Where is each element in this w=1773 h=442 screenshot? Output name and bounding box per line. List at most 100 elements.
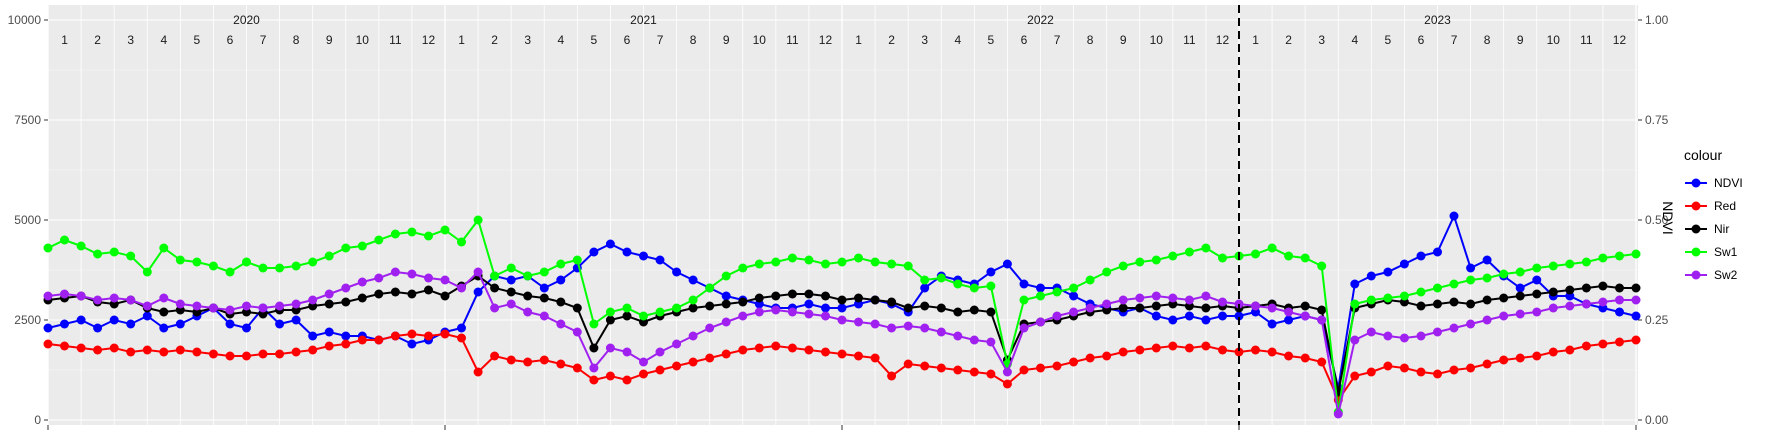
data-point (374, 273, 384, 283)
data-point (672, 339, 682, 349)
data-point (936, 303, 946, 313)
month-label: 8 (690, 33, 697, 47)
data-point (60, 235, 69, 245)
data-point (771, 257, 781, 267)
legend-item-red: Red (1685, 199, 1736, 213)
month-label: 4 (954, 33, 961, 47)
data-point (93, 249, 103, 259)
month-label: 2 (491, 33, 498, 47)
data-point (787, 289, 797, 299)
data-point (374, 235, 384, 245)
data-point (424, 273, 433, 283)
data-point (804, 299, 814, 309)
data-point (1284, 315, 1294, 325)
data-point (1151, 291, 1161, 301)
legend-item-sw2: Sw2 (1685, 268, 1738, 282)
data-point (1565, 301, 1575, 311)
data-point (870, 353, 880, 363)
data-point (1631, 295, 1641, 305)
data-point (821, 303, 830, 313)
data-point (126, 251, 136, 261)
data-point (1548, 287, 1558, 297)
data-point (1515, 291, 1525, 301)
month-label: 11 (389, 33, 402, 47)
data-point (688, 295, 698, 305)
data-point (771, 291, 781, 301)
data-point (1532, 263, 1542, 273)
data-point (804, 309, 814, 319)
data-point (1416, 367, 1426, 377)
data-point (721, 291, 731, 301)
data-point (1019, 365, 1029, 375)
data-point (804, 289, 814, 299)
data-point (1631, 283, 1641, 293)
data-point (1515, 309, 1525, 319)
data-point (589, 363, 599, 373)
data-point (1085, 353, 1095, 363)
data-point (43, 291, 53, 301)
data-point (1118, 261, 1128, 271)
data-point (1449, 323, 1459, 333)
month-label: 1 (458, 33, 465, 47)
data-point (787, 343, 797, 353)
data-point (308, 257, 318, 267)
data-point (1019, 323, 1029, 333)
data-point (721, 299, 731, 309)
data-point (407, 329, 417, 339)
data-point (1548, 261, 1558, 271)
data-point (1615, 337, 1624, 347)
data-point (1069, 291, 1079, 301)
data-point (390, 267, 400, 277)
data-point (986, 281, 996, 291)
data-point (1151, 343, 1161, 353)
data-point (407, 269, 417, 279)
data-point (539, 267, 549, 277)
data-point (1433, 247, 1442, 257)
data-point (357, 241, 367, 251)
data-point (572, 363, 582, 373)
data-point (1399, 333, 1409, 343)
data-point (754, 293, 764, 303)
month-label: 7 (657, 33, 664, 47)
data-point (1416, 251, 1426, 261)
data-point (605, 307, 615, 317)
data-point (275, 349, 285, 359)
data-point (969, 305, 979, 315)
data-point (1069, 283, 1079, 293)
data-point (390, 229, 400, 239)
data-point (1267, 243, 1277, 253)
right-tick-label: 0.00 (1645, 413, 1669, 427)
data-point (291, 347, 301, 357)
data-point (589, 343, 599, 353)
data-point (1548, 347, 1558, 357)
data-point (1631, 335, 1641, 345)
data-point (457, 333, 466, 343)
data-point (589, 319, 599, 329)
data-point (854, 351, 863, 361)
data-point (1284, 307, 1294, 317)
data-point (605, 371, 615, 381)
data-point (705, 323, 715, 333)
data-point (159, 347, 169, 357)
data-point (1532, 289, 1542, 299)
data-point (854, 317, 863, 327)
month-label: 7 (1451, 33, 1458, 47)
data-point (440, 329, 450, 339)
data-point (1102, 351, 1112, 361)
data-point (605, 239, 615, 249)
data-point (1251, 345, 1260, 355)
month-label: 5 (1385, 33, 1392, 47)
data-point (655, 347, 665, 357)
month-label: 12 (1216, 33, 1230, 47)
data-point (1036, 317, 1045, 327)
data-point (1449, 279, 1459, 289)
data-point (1466, 363, 1476, 373)
data-point (539, 293, 549, 303)
data-point (837, 315, 847, 325)
month-label: 2 (1285, 33, 1292, 47)
data-point (1383, 331, 1393, 341)
data-point (1036, 363, 1045, 373)
legend-marker (1691, 247, 1701, 257)
data-point (1184, 343, 1194, 353)
data-point (738, 311, 748, 321)
